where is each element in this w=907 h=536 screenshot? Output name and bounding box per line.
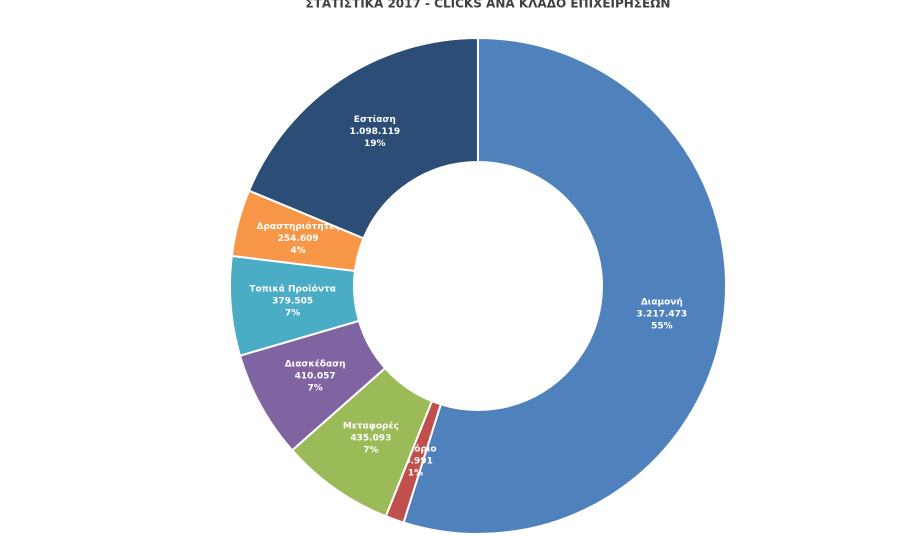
slice-value: 1.098.119	[349, 127, 400, 137]
slice-value: 379.505	[272, 297, 313, 307]
slice-category: Διαμονή	[641, 298, 683, 308]
slice-category: Τοπικά Προϊόντα	[249, 284, 336, 295]
slice-category: Εστίαση	[354, 114, 396, 125]
slice-percent: 55%	[651, 322, 673, 332]
slice-value: 435.093	[350, 434, 391, 444]
slice-percent: 19%	[364, 139, 386, 149]
slice-value: 410.057	[295, 371, 336, 381]
slice-category: Μεταφορές	[343, 421, 399, 432]
donut-slice	[247, 36, 479, 240]
slice-category: Εμπόριο	[394, 444, 436, 455]
slice-percent: 7%	[363, 446, 378, 456]
donut-slice	[402, 36, 727, 535]
slice-value: 254.609	[278, 234, 319, 244]
slice-category: Διασκέδαση	[285, 358, 346, 369]
slice-percent: 7%	[308, 383, 323, 393]
slice-value: 3.217.473	[637, 310, 688, 320]
slice-percent: 7%	[285, 309, 300, 319]
slice-percent: 4%	[291, 246, 306, 256]
slice-category: Δραστηριότητες	[257, 221, 340, 232]
slice-percent: 1%	[408, 469, 423, 479]
chart-title: ΣΤΑΤΙΣΤΙΚΑ 2017 - CLICKS ΑΝΑ ΚΛΑΔΟ ΕΠΙΧΕ…	[306, 0, 671, 11]
slice-value: 70.991	[398, 457, 433, 467]
